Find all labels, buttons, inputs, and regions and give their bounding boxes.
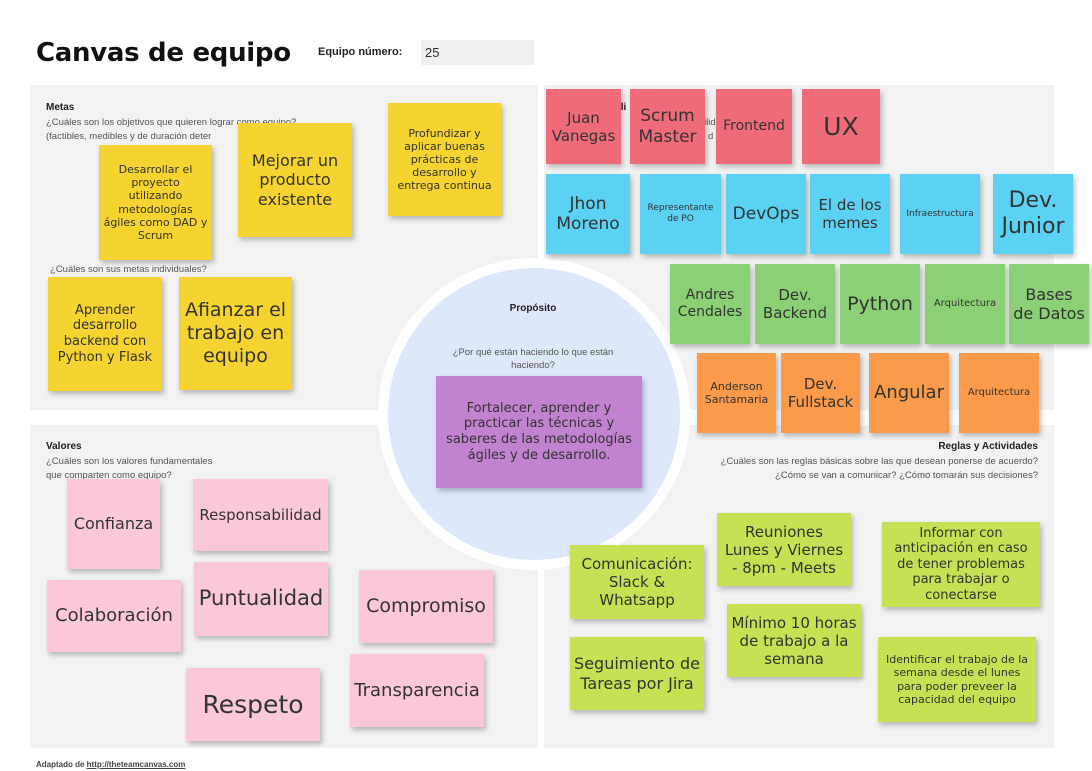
sticky-note-value[interactable]: Transparencia: [350, 654, 484, 727]
sticky-note-role[interactable]: Juan Vanegas: [546, 89, 621, 164]
sticky-note-role[interactable]: Dev. Fullstack: [781, 353, 860, 433]
values-title: Valores: [46, 441, 82, 452]
sticky-note-value[interactable]: Compromiso: [359, 570, 493, 643]
sticky-note-rule[interactable]: Comunicación: Slack & Whatsapp: [570, 545, 704, 619]
sticky-note-goal[interactable]: Aprender desarrollo backend con Python y…: [48, 277, 162, 391]
sticky-note-role[interactable]: Dev. Backend: [755, 264, 835, 344]
sticky-note-role[interactable]: DevOps: [726, 174, 806, 254]
sticky-note-purpose[interactable]: Fortalecer, aprender y practicar las téc…: [436, 376, 642, 488]
values-question-1: ¿Cuáles son los valores fundamentales: [46, 455, 212, 468]
sticky-note-rule[interactable]: Informar con anticipación en caso de ten…: [882, 522, 1040, 607]
roles-question-fragment-1: ilid: [704, 116, 716, 129]
sticky-note-role[interactable]: Scrum Master: [630, 89, 705, 164]
sticky-note-role[interactable]: Arquitectura: [925, 264, 1005, 344]
sticky-note-role[interactable]: Angular: [869, 353, 949, 433]
sticky-note-role[interactable]: El de los memes: [810, 174, 890, 254]
sticky-note-value[interactable]: Confianza: [67, 479, 160, 569]
sticky-note-role[interactable]: Arquitectura: [959, 353, 1039, 433]
sticky-note-role[interactable]: Jhon Moreno: [546, 174, 630, 254]
sticky-note-rule[interactable]: Identificar el trabajo de la semana desd…: [878, 637, 1036, 722]
sticky-note-role[interactable]: Representante de PO: [640, 174, 721, 254]
footer-prefix: Adaptado de: [36, 760, 87, 769]
sticky-note-role[interactable]: Frontend: [716, 89, 792, 164]
purpose-title: Propósito: [485, 303, 581, 314]
goals-question-1b: (factibles, medibles y de duración deter: [46, 130, 211, 143]
roles-question-fragment-2: d: [708, 130, 713, 143]
sticky-note-role[interactable]: UX: [802, 89, 880, 164]
sticky-note-goal[interactable]: Profundizar y aplicar buenas prácticas d…: [388, 103, 501, 216]
sticky-note-rule[interactable]: Mínimo 10 horas de trabajo a la semana: [727, 604, 861, 677]
sticky-note-role[interactable]: Bases de Datos: [1009, 264, 1089, 344]
footer-link[interactable]: http://theteamcanvas.com: [87, 760, 186, 769]
footer-credit: Adaptado de http://theteamcanvas.com: [36, 760, 185, 769]
sticky-note-value[interactable]: Colaboración: [47, 580, 181, 652]
sticky-note-role[interactable]: Andres Cendales: [670, 264, 750, 344]
rules-question-2: ¿Cómo se van a comunicar? ¿Cómo tomarán …: [775, 469, 1038, 482]
sticky-note-value[interactable]: Responsabilidad: [193, 479, 328, 551]
rules-question-1: ¿Cuáles son las reglas básicas sobre las…: [721, 455, 1038, 468]
sticky-note-rule[interactable]: Reuniones Lunes y Viernes - 8pm - Meets: [717, 513, 851, 586]
sticky-note-role[interactable]: Dev. Junior: [993, 174, 1073, 254]
goals-title: Metas: [46, 102, 74, 113]
goals-question-2: ¿Cuáles son sus metas individuales?: [50, 263, 207, 276]
rules-title: Reglas y Actividades: [938, 441, 1038, 452]
sticky-note-rule[interactable]: Seguimiento de Tareas por Jira: [570, 637, 704, 710]
sticky-note-value[interactable]: Respeto: [186, 668, 320, 741]
purpose-question: ¿Por qué están haciendo lo que están hac…: [438, 346, 628, 372]
sticky-note-role[interactable]: Infraestructura: [900, 174, 980, 254]
sticky-note-goal[interactable]: Afianzar el trabajo en equipo: [179, 277, 292, 390]
sticky-note-goal[interactable]: Desarrollar el proyecto utilizando metod…: [99, 145, 212, 260]
sticky-note-value[interactable]: Puntualidad: [194, 562, 328, 636]
team-number-label: Equipo número:: [318, 46, 402, 58]
sticky-note-role[interactable]: Python: [840, 264, 920, 344]
page-title: Canvas de equipo: [36, 38, 291, 68]
team-number-input[interactable]: [421, 40, 534, 65]
sticky-note-goal[interactable]: Mejorar un producto existente: [238, 123, 352, 237]
sticky-note-role[interactable]: Anderson Santamaria: [697, 353, 776, 433]
